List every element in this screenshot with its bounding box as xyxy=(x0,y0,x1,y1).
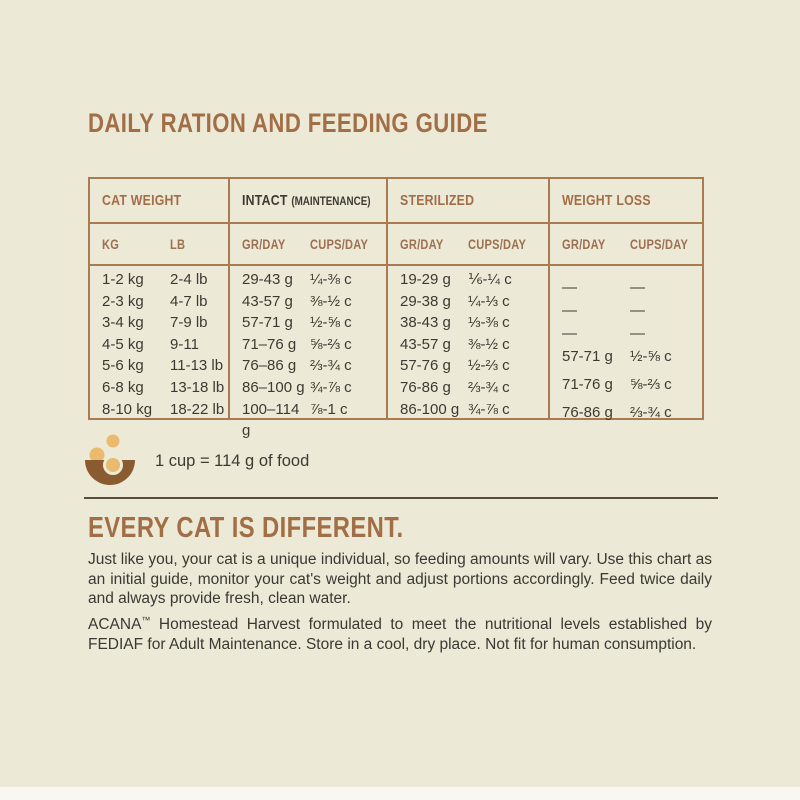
table-row: — — xyxy=(562,325,647,342)
table-row: 4-5 kg 9-11 xyxy=(102,335,199,353)
table-row: 43-57 g ⅜-½ c xyxy=(400,335,510,353)
column-weight-loss: WEIGHT LOSS GR/DAY CUPS/DAY — — — — — — 57-… xyxy=(548,179,702,421)
group-label-suffix: (MAINTENANCE) xyxy=(291,193,371,208)
section-divider xyxy=(84,497,718,499)
table-row: 19-29 g ⅙-¼ c xyxy=(400,271,512,288)
sub-header-cat-weight: KG LB xyxy=(90,224,228,266)
table-row: 76-86 g ⅔-¾ c xyxy=(562,404,672,421)
sub-label-cups-day: CUPS/DAY xyxy=(468,236,527,252)
sterilized-data: 19-29 g ⅙-¼ c 29-38 g ¼-⅓ c 38-43 g ⅓-⅜ c 4… xyxy=(388,266,548,420)
table-row: — — xyxy=(562,302,647,319)
table-row: 29-43 g ¼-⅜ c xyxy=(242,271,352,288)
group-label: STERILIZED xyxy=(400,192,475,209)
group-header-cat-weight: CAT WEIGHT xyxy=(90,179,228,224)
table-row: 71–76 g ⅝-⅔ c xyxy=(242,335,352,353)
sub-header-weight-loss: GR/DAY CUPS/DAY xyxy=(550,224,702,266)
table-row: 8-10 kg 18-22 lb xyxy=(102,400,225,418)
section-heading: EVERY CAT IS DIFFERENT. xyxy=(88,512,404,544)
feeding-table: CAT WEIGHT KG LB 1-2 kg 2-4 lb 2-3 kg 4-7 … xyxy=(88,177,704,440)
table-row: 71-76 g ⅝-⅔ c xyxy=(562,376,672,393)
sub-label-gr-day: GR/DAY xyxy=(242,236,286,252)
group-header-sterilized: STERILIZED xyxy=(388,179,548,224)
sub-label-kg: KG xyxy=(102,236,120,252)
group-header-weight-loss: WEIGHT LOSS xyxy=(550,179,702,224)
group-label: CAT WEIGHT xyxy=(102,192,182,209)
table-row: 57-71 g ½-⅝ c xyxy=(562,348,672,365)
table-row: 43-57 g ⅜-½ c xyxy=(242,292,352,310)
column-cat-weight: CAT WEIGHT KG LB 1-2 kg 2-4 lb 2-3 kg 4-7 … xyxy=(90,179,228,420)
table-row: 38-43 g ⅓-⅜ c xyxy=(400,314,510,332)
sub-label-cups-day: CUPS/DAY xyxy=(310,236,369,252)
table-row: 3-4 kg 7-9 lb xyxy=(102,314,208,332)
table-row: 76-86 g ⅔-¾ c xyxy=(400,378,510,396)
intact-data: 29-43 g ¼-⅜ c 43-57 g ⅜-½ c 57-71 g ½-⅝ c 7… xyxy=(230,266,386,440)
sub-label-lb: LB xyxy=(170,236,186,252)
sub-header-sterilized: GR/DAY CUPS/DAY xyxy=(388,224,548,266)
weight-loss-data: — — — — — — 57-71 g ½-⅝ c 71-76 g ⅝-⅔ c 76-86… xyxy=(550,266,702,421)
feeding-advice-paragraph: Just like you, your cat is a unique indi… xyxy=(88,551,712,607)
disclaimer-text: Homestead Harvest formulated to meet the… xyxy=(88,616,712,653)
table-row: 86–100 g ¾-⅞ c xyxy=(242,378,352,396)
table-row: 57-71 g ½-⅝ c xyxy=(242,314,352,332)
column-intact: INTACT (MAINTENANCE) GR/DAY CUPS/DAY 29-… xyxy=(228,179,386,440)
table-row: 29-38 g ¼-⅓ c xyxy=(400,292,510,310)
trademark-symbol: ™ xyxy=(141,615,151,625)
brand-disclaimer-paragraph: ACANA™ Homestead Harvest formulated to m… xyxy=(88,611,712,654)
bowl-svg xyxy=(85,434,135,485)
table-row: 1-2 kg 2-4 lb xyxy=(102,271,208,288)
column-sterilized: STERILIZED GR/DAY CUPS/DAY 19-29 g ⅙-¼ c … xyxy=(386,179,548,421)
table-row: 5-6 kg 11-13 lb xyxy=(102,357,224,375)
table-row: 57-76 g ½-⅔ c xyxy=(400,357,510,375)
table-row: 76–86 g ⅔-¾ c xyxy=(242,357,352,375)
cup-equivalence-note: 1 cup = 114 g of food xyxy=(155,452,310,470)
food-bowl-icon xyxy=(84,432,136,490)
group-label: INTACT xyxy=(242,191,288,209)
cat-weight-data: 1-2 kg 2-4 lb 2-3 kg 4-7 lb 3-4 kg 7-9 lb 4… xyxy=(90,266,228,420)
table-row: 6-8 kg 13-18 lb xyxy=(102,378,225,396)
bottom-edge-strip xyxy=(0,787,800,800)
sub-label-gr-day: GR/DAY xyxy=(400,236,444,252)
table-row: — — xyxy=(562,279,647,296)
table-row: 86-100 g ¾-⅞ c xyxy=(400,400,510,418)
table-row: 2-3 kg 4-7 lb xyxy=(102,292,208,310)
group-label: WEIGHT LOSS xyxy=(562,192,651,209)
sub-label-gr-day: GR/DAY xyxy=(562,236,606,252)
sub-header-intact: GR/DAY CUPS/DAY xyxy=(230,224,386,266)
page-title: DAILY RATION AND FEEDING GUIDE xyxy=(88,108,488,138)
table-row: 100–114 g ⅞-1 c xyxy=(242,400,348,440)
sub-label-cups-day: CUPS/DAY xyxy=(630,236,689,252)
brand-name: ACANA xyxy=(88,616,142,634)
group-header-intact: INTACT (MAINTENANCE) xyxy=(230,179,386,224)
